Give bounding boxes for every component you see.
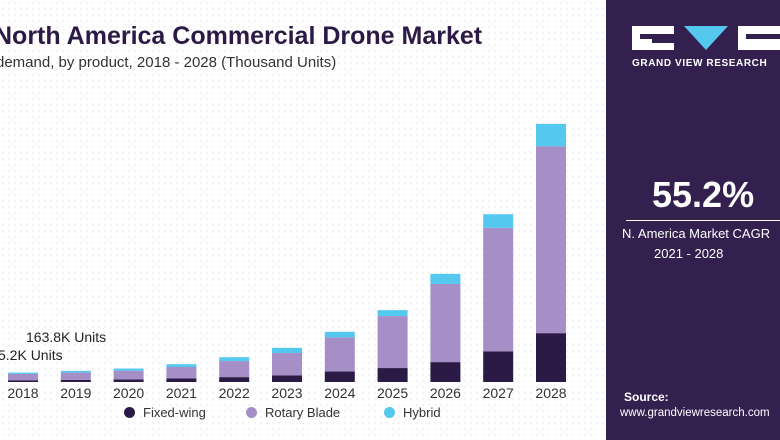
bar-2021-hybrid xyxy=(166,364,197,367)
annotations: 163.8K Units 5.2K Units xyxy=(0,329,106,363)
legend-label: Hybrid xyxy=(403,405,441,421)
cagr-divider xyxy=(626,220,780,221)
x-tick-label-2027: 2027 xyxy=(483,385,514,400)
legend-label: Fixed-wing xyxy=(143,405,206,421)
legend: Fixed-wing Rotary Blade Hybrid xyxy=(0,400,606,424)
bar-2020-rotary-blade xyxy=(113,370,144,380)
bar-2026-hybrid xyxy=(430,273,461,284)
x-tick-label-2023: 2023 xyxy=(271,385,302,400)
x-tick-label-2024: 2024 xyxy=(324,385,355,400)
bar-2025-hybrid xyxy=(377,310,408,317)
legend-swatch-icon xyxy=(384,407,395,419)
bar-2027-hybrid xyxy=(483,214,514,228)
bar-2026-fixed-wing xyxy=(430,362,461,382)
x-tick-label-2020: 2020 xyxy=(113,385,144,400)
bar-2020-fixed-wing xyxy=(113,379,144,382)
chart-title: North America Commercial Drone Market xyxy=(0,22,483,50)
x-tick-label-2021: 2021 xyxy=(166,385,197,400)
x-tick-label-2018: 2018 xyxy=(7,385,38,400)
legend-label: Rotary Blade xyxy=(265,405,341,421)
bar-2022-hybrid xyxy=(219,357,250,362)
legend-item-rotary-blade: Rotary Blade xyxy=(246,404,340,422)
legend-swatch-icon xyxy=(124,407,135,419)
bar-2020-hybrid xyxy=(113,368,144,371)
source-link[interactable]: www.grandviewresearch.com xyxy=(620,407,770,419)
bar-2021-rotary-blade xyxy=(166,367,197,379)
source-label: Source: xyxy=(624,390,669,404)
bar-2025-fixed-wing xyxy=(377,368,408,382)
bar-2024-fixed-wing xyxy=(324,371,355,382)
x-tick-label-2019: 2019 xyxy=(60,385,91,400)
bar-2019-rotary-blade xyxy=(60,372,91,380)
bar-2025-rotary-blade xyxy=(377,316,408,369)
x-tick-label-2025: 2025 xyxy=(377,385,408,400)
bar-2023-rotary-blade xyxy=(272,353,302,376)
legend-item-fixed-wing: Fixed-wing xyxy=(124,404,206,422)
bar-2018-rotary-blade xyxy=(8,373,38,381)
bar-2019-hybrid xyxy=(60,370,91,373)
bar-2028-rotary-blade xyxy=(536,146,566,334)
bar-2027-rotary-blade xyxy=(483,227,514,352)
x-tick-label-2026: 2026 xyxy=(430,385,461,400)
cagr-period: 2021 - 2028 xyxy=(654,246,724,261)
bar-2021-fixed-wing xyxy=(166,378,197,382)
annotation-2: 5.2K Units xyxy=(0,347,63,363)
bar-2018-fixed-wing xyxy=(8,380,38,382)
x-tick-label-2022: 2022 xyxy=(219,385,250,400)
bar-2023-hybrid xyxy=(272,347,302,354)
bars-group xyxy=(8,123,566,382)
bar-2028-hybrid xyxy=(536,123,566,147)
bar-2022-fixed-wing xyxy=(219,377,250,382)
x-tick-labels: 2018 2019 2020 2021 2022 2023 2024 2025 2026 2027… xyxy=(7,385,566,400)
bar-2023-fixed-wing xyxy=(272,375,302,382)
bar-2018-hybrid xyxy=(8,372,38,374)
brand-name: GRAND VIEW RESEARCH xyxy=(632,58,768,69)
bar-2027-fixed-wing xyxy=(483,351,514,382)
cagr-label: N. America Market CAGR xyxy=(622,226,771,241)
bar-2028-fixed-wing xyxy=(536,333,566,382)
legend-item-hybrid: Hybrid xyxy=(384,404,441,422)
stacked-bar-chart: 2018 2019 2020 2021 2022 2023 2024 2025 2026 2027… xyxy=(0,123,567,400)
cagr-value: 55.2% xyxy=(652,174,755,215)
chart-subtitle: demand, by product, 2018 - 2028 (Thousan… xyxy=(0,54,337,71)
bar-2024-hybrid xyxy=(324,331,355,338)
brand-logo-icon xyxy=(632,26,780,50)
x-tick-label-2028: 2028 xyxy=(535,385,566,400)
legend-swatch-icon xyxy=(246,407,257,419)
bar-2019-fixed-wing xyxy=(60,379,91,382)
bar-2024-rotary-blade xyxy=(324,337,355,372)
bar-2026-rotary-blade xyxy=(430,283,461,363)
info-panel: GRAND VIEW RESEARCH 55.2% N. America Mar… xyxy=(606,0,780,440)
chart-area: North America Commercial Drone Market de… xyxy=(0,0,606,440)
bar-2022-rotary-blade xyxy=(219,361,250,378)
annotation-1: 163.8K Units xyxy=(26,329,106,345)
